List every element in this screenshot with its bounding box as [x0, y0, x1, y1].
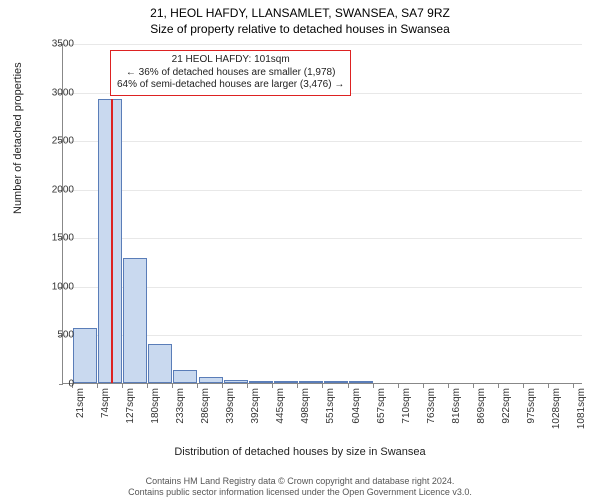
- xtick-label: 869sqm: [476, 388, 487, 424]
- xtick-label: 710sqm: [401, 388, 412, 424]
- xtick-mark: [373, 384, 374, 388]
- xtick-label: 763sqm: [426, 388, 437, 424]
- subject-marker-line: [111, 99, 113, 383]
- histogram-bar: [274, 381, 298, 383]
- ytick-label: 2500: [34, 136, 74, 147]
- xtick-label: 922sqm: [501, 388, 512, 424]
- callout-line-3: 64% of semi-detached houses are larger (…: [117, 79, 344, 92]
- xtick-label: 1081sqm: [576, 388, 587, 429]
- xtick-label: 74sqm: [100, 388, 111, 418]
- xtick-mark: [423, 384, 424, 388]
- histogram-bar: [224, 380, 248, 383]
- xtick-mark: [398, 384, 399, 388]
- xtick-label: 180sqm: [150, 388, 161, 424]
- ytick-label: 1500: [34, 233, 74, 244]
- histogram-bar: [299, 381, 323, 383]
- gridline: [63, 141, 582, 142]
- xtick-mark: [448, 384, 449, 388]
- xtick-label: 1028sqm: [551, 388, 562, 429]
- xtick-label: 816sqm: [451, 388, 462, 424]
- histogram-bar: [324, 381, 348, 383]
- gridline: [63, 44, 582, 45]
- xtick-mark: [473, 384, 474, 388]
- histogram-bar: [249, 381, 273, 383]
- xtick-mark: [122, 384, 123, 388]
- footer: Contains HM Land Registry data © Crown c…: [0, 476, 600, 498]
- chart-container: 21, HEOL HAFDY, LLANSAMLET, SWANSEA, SA7…: [0, 0, 600, 500]
- xtick-mark: [573, 384, 574, 388]
- footer-line-1: Contains HM Land Registry data © Crown c…: [0, 476, 600, 487]
- ytick-label: 1000: [34, 281, 74, 292]
- x-axis-label: Distribution of detached houses by size …: [0, 446, 600, 458]
- chart-area: 21sqm74sqm127sqm180sqm233sqm286sqm339sqm…: [62, 44, 582, 404]
- xtick-mark: [297, 384, 298, 388]
- gridline: [63, 190, 582, 191]
- xtick-label: 657sqm: [376, 388, 387, 424]
- xtick-mark: [97, 384, 98, 388]
- ytick-label: 3000: [34, 87, 74, 98]
- xtick-label: 392sqm: [250, 388, 261, 424]
- ytick-label: 3500: [34, 39, 74, 50]
- callout-box: 21 HEOL HAFDY: 101sqm ← 36% of detached …: [110, 50, 351, 96]
- xtick-mark: [548, 384, 549, 388]
- xtick-label: 339sqm: [225, 388, 236, 424]
- xtick-mark: [523, 384, 524, 388]
- histogram-bar: [349, 381, 373, 383]
- xtick-label: 445sqm: [275, 388, 286, 424]
- xtick-mark: [247, 384, 248, 388]
- ytick-label: 0: [34, 379, 74, 390]
- xtick-mark: [197, 384, 198, 388]
- xtick-label: 551sqm: [325, 388, 336, 424]
- xtick-label: 21sqm: [75, 388, 86, 418]
- xtick-mark: [147, 384, 148, 388]
- xtick-mark: [172, 384, 173, 388]
- ytick-label: 2000: [34, 184, 74, 195]
- xtick-mark: [348, 384, 349, 388]
- xtick-label: 498sqm: [300, 388, 311, 424]
- title-line-2: Size of property relative to detached ho…: [0, 20, 600, 36]
- xtick-label: 975sqm: [526, 388, 537, 424]
- xtick-mark: [272, 384, 273, 388]
- histogram-bar: [123, 258, 147, 383]
- callout-line-1: 21 HEOL HAFDY: 101sqm: [117, 54, 344, 67]
- histogram-bar: [73, 328, 97, 383]
- callout-line-2: ← 36% of detached houses are smaller (1,…: [117, 67, 344, 80]
- histogram-bar: [173, 370, 197, 383]
- y-axis-label: Number of detached properties: [12, 62, 24, 214]
- title-line-1: 21, HEOL HAFDY, LLANSAMLET, SWANSEA, SA7…: [0, 0, 600, 20]
- xtick-mark: [222, 384, 223, 388]
- footer-line-2: Contains public sector information licen…: [0, 487, 600, 498]
- xtick-label: 286sqm: [200, 388, 211, 424]
- xtick-mark: [322, 384, 323, 388]
- xtick-label: 604sqm: [351, 388, 362, 424]
- xtick-label: 127sqm: [125, 388, 136, 424]
- xtick-label: 233sqm: [175, 388, 186, 424]
- xtick-mark: [498, 384, 499, 388]
- ytick-label: 500: [34, 330, 74, 341]
- histogram-bar: [148, 344, 172, 383]
- histogram-bar: [199, 377, 223, 383]
- gridline: [63, 238, 582, 239]
